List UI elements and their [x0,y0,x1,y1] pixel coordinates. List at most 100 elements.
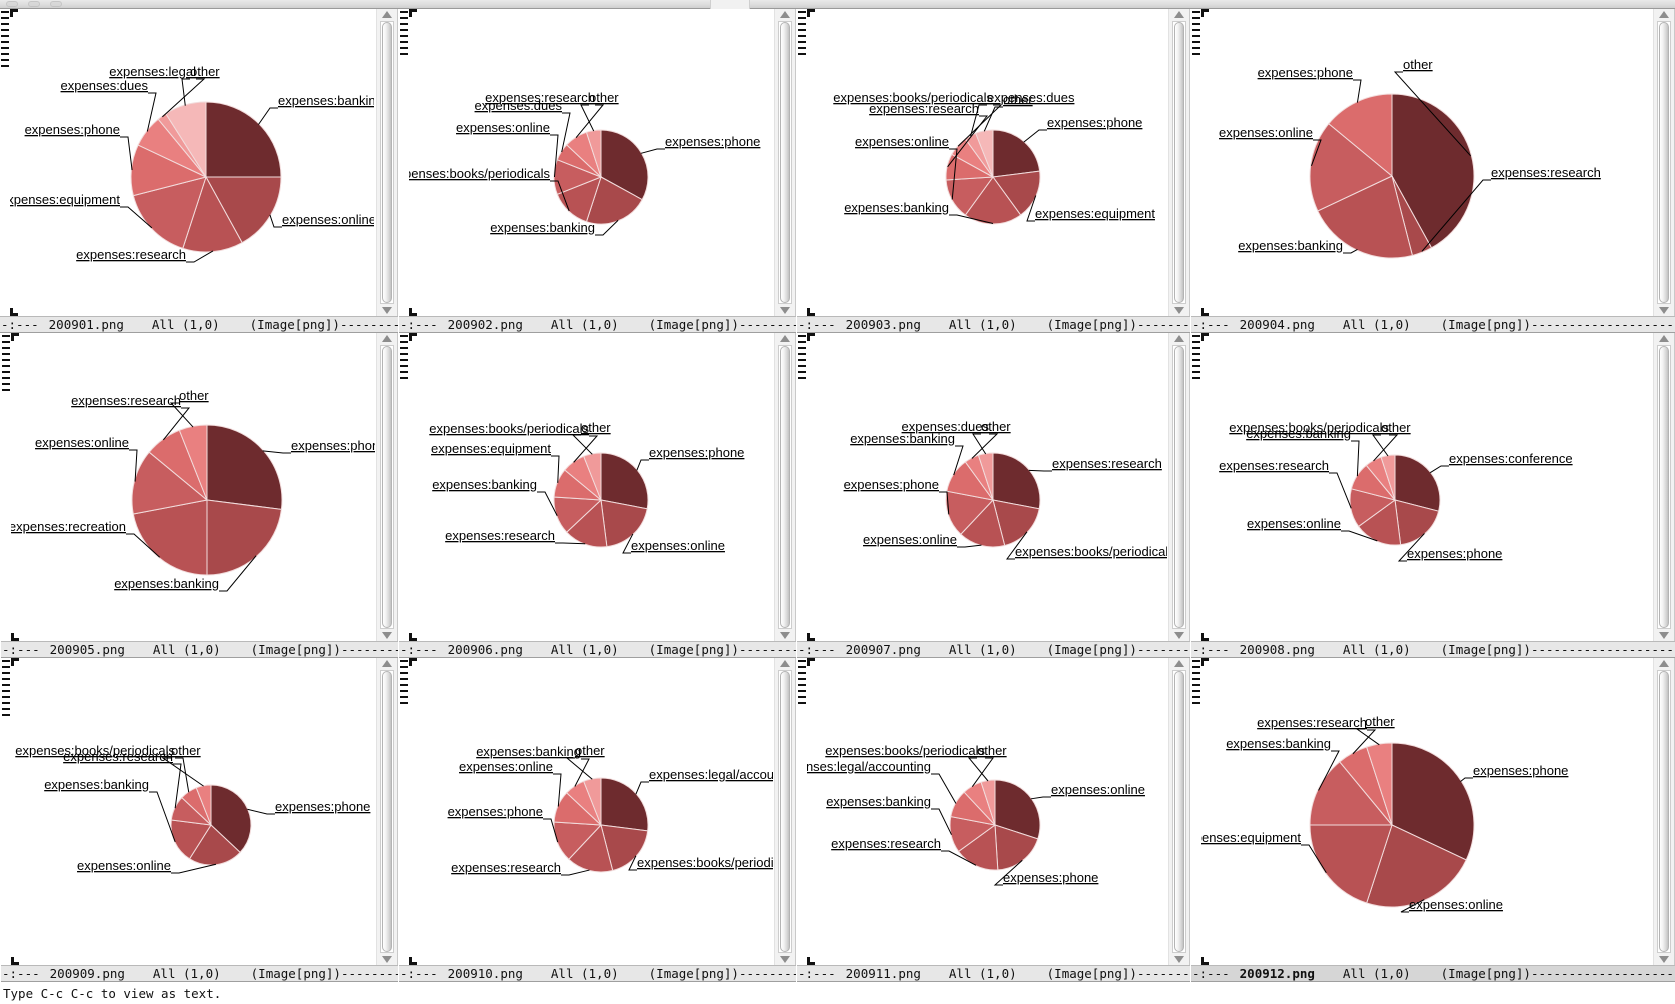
modeline[interactable]: -:--- 200910.png All (1,0) (Image[png]) ----… [399,965,796,982]
scroll-up-arrow-icon[interactable] [382,659,392,667]
scrollbar-thumb[interactable] [1174,346,1184,628]
modeline[interactable]: -:--- 200908.png All (1,0) (Image[png]) ----… [1191,640,1675,658]
modeline[interactable]: -:--- 200901.png All (1,0) (Image[png]) ----… [0,316,398,334]
scroll-up-arrow-icon[interactable] [1659,11,1669,18]
editor-window[interactable]: expenses:banking expenses:online expenses:… [0,9,398,334]
scroll-down-arrow-icon[interactable] [1174,631,1184,639]
scroll-up-arrow-icon[interactable] [382,335,392,343]
modeline[interactable]: -:--- 200905.png All (1,0) (Image[png]) ----… [1,640,398,658]
scrollbar-thumb[interactable] [1174,22,1184,304]
open-file-icon[interactable] [28,1,40,7]
scroll-down-arrow-icon[interactable] [1659,631,1669,639]
image-corner-marker-icon [409,308,417,317]
image-canvas[interactable]: expenses:banking expenses:online expenses:… [10,9,376,317]
vertical-scrollbar[interactable] [774,657,796,965]
vertical-scrollbar[interactable] [1168,657,1190,965]
modeline[interactable]: -:--- 200903.png All (1,0) (Image[png]) ----… [797,316,1190,334]
editor-window[interactable]: expenses:legal/accounting expenses:books/… [398,657,796,982]
vertical-scrollbar[interactable] [774,333,796,641]
scroll-down-arrow-icon[interactable] [780,307,790,315]
modeline[interactable]: -:--- 200911.png All (1,0) (Image[png]) ----… [797,965,1190,982]
scroll-down-arrow-icon[interactable] [780,631,790,639]
editor-window[interactable]: expenses:online expenses:phone expenses:re… [796,657,1190,982]
editor-window[interactable]: expenses:phone expenses:banking expenses:b… [398,9,796,334]
scrollbar-thumb[interactable] [780,22,790,304]
scroll-down-arrow-icon[interactable] [1174,956,1184,963]
image-canvas[interactable]: expenses:research expenses:books/periodic… [807,333,1168,641]
editor-window[interactable]: expenses:phone expenses:equipment expenses… [796,9,1190,334]
scrollbar-trough[interactable] [778,21,792,305]
scrollbar-thumb[interactable] [382,670,392,952]
modeline[interactable]: -:--- 200907.png All (1,0) (Image[png]) ----… [797,640,1190,658]
image-canvas[interactable]: expenses:phone expenses:equipment expenses… [807,9,1168,317]
scroll-down-arrow-icon[interactable] [780,956,790,963]
editor-window[interactable]: expenses:phone expenses:online expenses:re… [398,333,796,658]
scroll-up-arrow-icon[interactable] [780,11,790,18]
scroll-down-arrow-icon[interactable] [382,956,392,963]
image-canvas[interactable]: other expenses:research expenses:banking ex… [1201,9,1653,317]
scrollbar-thumb[interactable] [1659,346,1669,628]
modeline[interactable]: -:--- 200906.png All (1,0) (Image[png]) ----… [399,640,796,658]
scrollbar-trough[interactable] [1657,345,1671,629]
modeline[interactable]: -:--- 200904.png All (1,0) (Image[png]) ----… [1191,316,1675,334]
scrollbar-trough[interactable] [1172,669,1186,953]
scroll-up-arrow-icon[interactable] [780,335,790,343]
image-canvas[interactable]: expenses:conference expenses:phone expense… [1201,333,1653,641]
editor-window[interactable]: expenses:phone expenses:banking expenses:r… [0,333,398,658]
vertical-scrollbar[interactable] [1168,333,1190,641]
scrollbar-thumb[interactable] [1659,22,1669,304]
image-canvas[interactable]: expenses:online expenses:phone expenses:re… [807,657,1168,965]
scrollbar-thumb[interactable] [780,670,790,952]
scroll-up-arrow-icon[interactable] [780,659,790,667]
scroll-up-arrow-icon[interactable] [1659,659,1669,667]
scroll-down-arrow-icon[interactable] [382,307,392,315]
scrollbar-trough[interactable] [380,21,394,305]
editor-window[interactable]: expenses:phone expenses:online expenses:eq… [1190,657,1675,982]
image-canvas[interactable]: expenses:phone expenses:online expenses:eq… [1201,657,1653,965]
scrollbar-thumb[interactable] [382,346,392,628]
scrollbar-thumb[interactable] [1659,670,1669,952]
image-canvas[interactable]: expenses:phone expenses:banking expenses:r… [11,333,376,641]
new-file-icon[interactable] [6,1,18,7]
scroll-down-arrow-icon[interactable] [1659,956,1669,963]
vertical-scrollbar[interactable] [1168,9,1190,317]
modeline[interactable]: -:--- 200909.png All (1,0) (Image[png]) ----… [1,965,398,982]
save-file-icon[interactable] [50,1,62,7]
scrollbar-thumb[interactable] [780,346,790,628]
scrollbar-trough[interactable] [1657,21,1671,305]
scroll-up-arrow-icon[interactable] [1174,659,1184,667]
vertical-scrollbar[interactable] [1653,9,1675,317]
scroll-down-arrow-icon[interactable] [1659,307,1669,315]
editor-window[interactable]: expenses:phone expenses:online expenses:ba… [0,657,398,982]
scroll-up-arrow-icon[interactable] [1174,11,1184,18]
scrollbar-trough[interactable] [778,669,792,953]
image-canvas[interactable]: expenses:phone expenses:online expenses:re… [409,333,774,641]
vertical-scrollbar[interactable] [1653,333,1675,641]
vertical-scrollbar[interactable] [774,9,796,317]
image-canvas[interactable]: expenses:legal/accounting expenses:books/… [409,657,774,965]
scrollbar-trough[interactable] [380,669,394,953]
scroll-down-arrow-icon[interactable] [382,631,392,639]
image-canvas[interactable]: expenses:phone expenses:online expenses:ba… [11,657,376,965]
vertical-scrollbar[interactable] [376,333,398,641]
scrollbar-thumb[interactable] [382,22,392,304]
scroll-up-arrow-icon[interactable] [382,11,392,18]
vertical-scrollbar[interactable] [376,9,398,317]
scroll-up-arrow-icon[interactable] [1174,335,1184,343]
modeline[interactable]: -:--- 200902.png All (1,0) (Image[png]) ----… [399,316,796,334]
editor-window[interactable]: expenses:research expenses:books/periodic… [796,333,1190,658]
scroll-up-arrow-icon[interactable] [1659,335,1669,343]
scrollbar-trough[interactable] [1657,669,1671,953]
scrollbar-thumb[interactable] [1174,670,1184,952]
scrollbar-trough[interactable] [380,345,394,629]
vertical-scrollbar[interactable] [376,657,398,965]
modeline[interactable]: -:--- 200912.png All (1,0) (Image[png]) ----… [1191,965,1675,982]
scrollbar-trough[interactable] [1172,21,1186,305]
scrollbar-trough[interactable] [1172,345,1186,629]
scrollbar-trough[interactable] [778,345,792,629]
scroll-down-arrow-icon[interactable] [1174,307,1184,315]
editor-window[interactable]: expenses:conference expenses:phone expense… [1190,333,1675,658]
editor-window[interactable]: other expenses:research expenses:banking ex… [1190,9,1675,334]
vertical-scrollbar[interactable] [1653,657,1675,965]
image-canvas[interactable]: expenses:phone expenses:banking expenses:b… [409,9,774,317]
